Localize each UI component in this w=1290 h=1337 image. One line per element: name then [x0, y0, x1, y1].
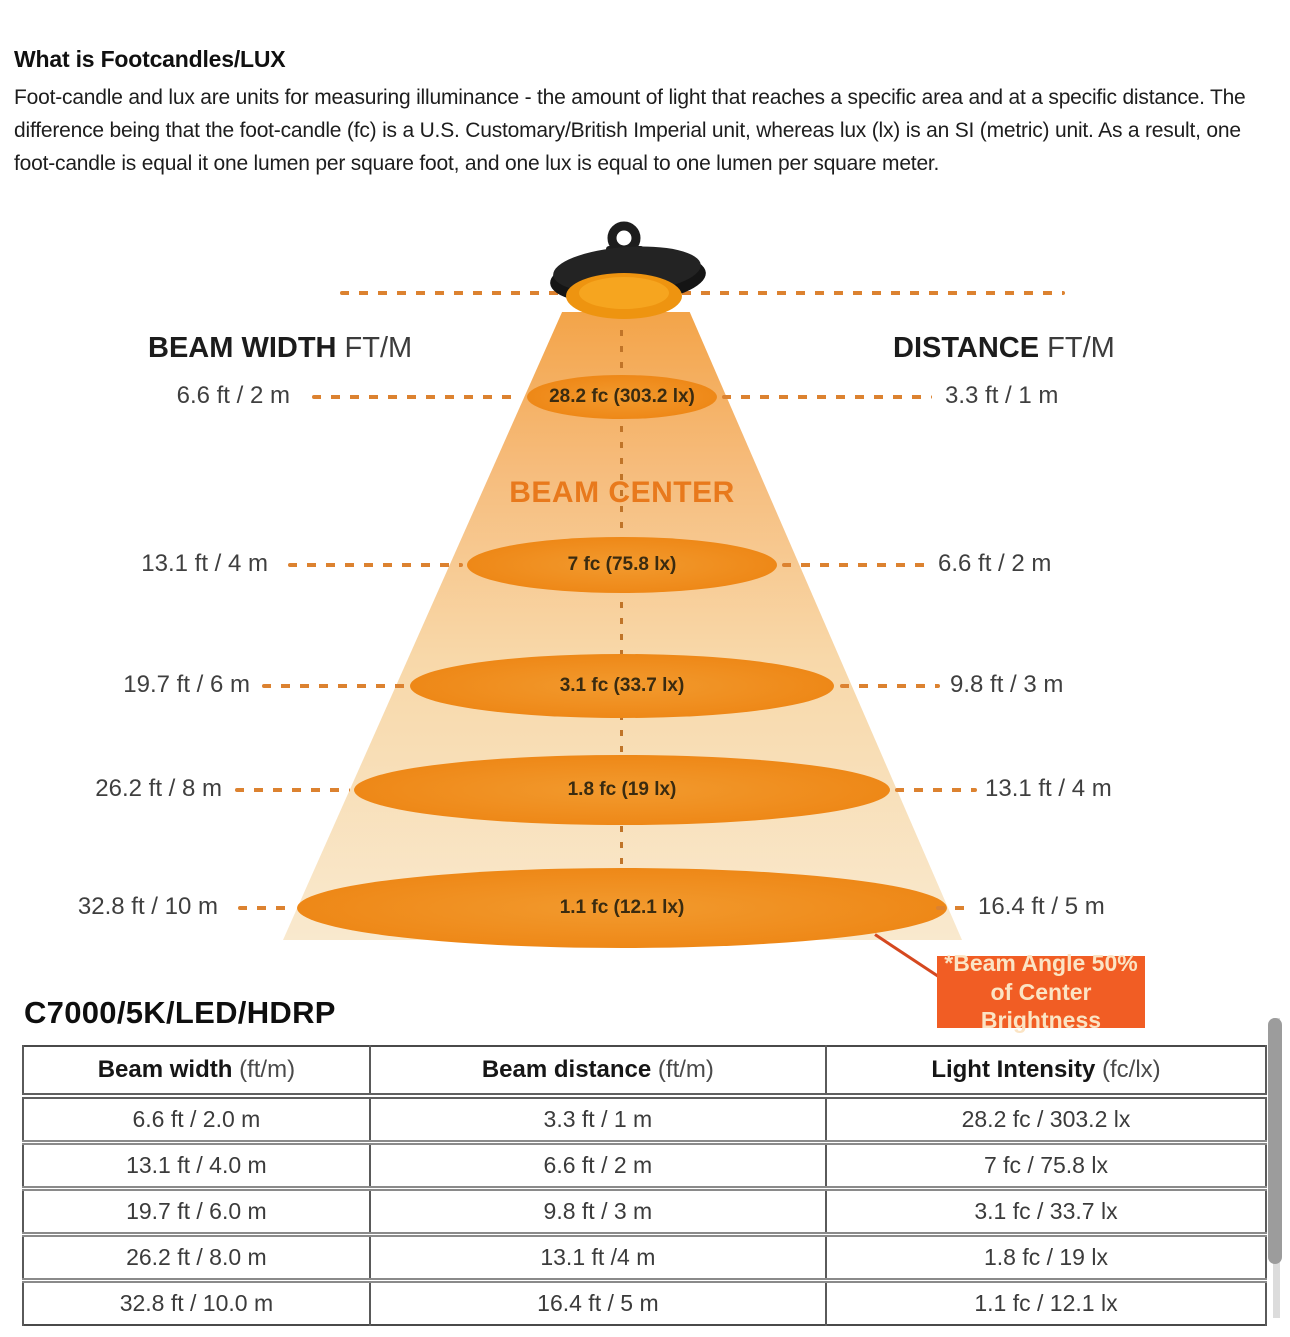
- col-header-light-intensity: Light Intensity (fc/lx): [824, 1046, 1268, 1099]
- beam-width-header: BEAM WIDTH FT/M: [148, 332, 413, 364]
- dashed-line: [782, 563, 928, 567]
- beam-width-label: 13.1 ft / 4 m: [141, 550, 268, 577]
- intensity-label: 1.1 fc (12.1 lx): [559, 897, 685, 918]
- beam-center-label: BEAM CENTER: [509, 476, 735, 509]
- col-header-beam-width: Beam width (ft/m): [22, 1046, 371, 1099]
- table-row: 13.1 ft / 4.0 m 6.6 ft / 2 m 7 fc / 75.8…: [22, 1142, 1268, 1191]
- intensity-label: 3.1 fc (33.7 lx): [559, 675, 685, 696]
- table-row: 32.8 ft / 10.0 m 16.4 ft / 5 m 1.1 fc / …: [22, 1280, 1268, 1325]
- distance-label: 6.6 ft / 2 m: [938, 550, 1052, 577]
- intensity-label: 28.2 fc (303.2 lx): [549, 386, 695, 407]
- dashed-line: [235, 788, 350, 792]
- dashed-line: [936, 906, 970, 910]
- intro-heading: What is Footcandles/LUX: [14, 46, 286, 72]
- beam-spot-ellipse: 28.2 fc (303.2 lx): [527, 375, 717, 419]
- distance-label: 13.1 ft / 4 m: [985, 775, 1112, 802]
- distance-header: DISTANCE FT/M: [893, 332, 1115, 364]
- scrollbar-thumb[interactable]: [1268, 1018, 1282, 1264]
- dashed-line: [312, 395, 520, 399]
- product-model-title: C7000/5K/LED/HDRP: [24, 995, 336, 1030]
- table-header-row: Beam width (ft/m) Beam distance (ft/m) L…: [22, 1046, 1268, 1099]
- dashed-line: [238, 906, 294, 910]
- beam-spot-ellipse: 7 fc (75.8 lx): [467, 537, 777, 593]
- table-row: 6.6 ft / 2.0 m 3.3 ft / 1 m 28.2 fc / 30…: [22, 1096, 1268, 1145]
- distance-label: 16.4 ft / 5 m: [978, 893, 1105, 920]
- intensity-label: 7 fc (75.8 lx): [567, 554, 677, 575]
- dashed-line: [262, 684, 406, 688]
- distance-label: 9.8 ft / 3 m: [950, 671, 1064, 698]
- dashed-line: [840, 684, 940, 688]
- intensity-label: 1.8 fc (19 lx): [567, 779, 677, 800]
- beam-angle-callout: *Beam Angle 50% of Center Brightness: [937, 950, 1145, 1033]
- beam-axis-dashed-line: [620, 330, 623, 938]
- intro-body: Foot-candle and lux are units for measur…: [14, 86, 1246, 176]
- beam-spot-ellipse: 3.1 fc (33.7 lx): [410, 654, 834, 718]
- beam-width-label: 32.8 ft / 10 m: [77, 893, 218, 920]
- dashed-line: [288, 563, 463, 567]
- highbay-light-fixture-icon: [550, 221, 706, 319]
- table-row: 26.2 ft / 8.0 m 13.1 ft /4 m 1.8 fc / 19…: [22, 1234, 1268, 1283]
- distance-label: 3.3 ft / 1 m: [945, 382, 1059, 409]
- beam-width-label: 6.6 ft / 2 m: [176, 382, 290, 409]
- beam-width-label: 26.2 ft / 8 m: [95, 775, 222, 802]
- dashed-line: [895, 788, 977, 792]
- dashed-line: [722, 395, 932, 399]
- beam-spot-ellipse: 1.8 fc (19 lx): [354, 755, 890, 825]
- table-row: 19.7 ft / 6.0 m 9.8 ft / 3 m 3.1 fc / 33…: [22, 1188, 1268, 1237]
- col-header-beam-distance: Beam distance (ft/m): [368, 1046, 827, 1099]
- fixture-level-dashed-line: [340, 291, 1065, 295]
- photometrics-table: Beam width (ft/m) Beam distance (ft/m) L…: [22, 1045, 1268, 1326]
- beam-spot-ellipse: 1.1 fc (12.1 lx): [297, 868, 947, 948]
- beam-width-label: 19.7 ft / 6 m: [123, 671, 250, 698]
- intro-section: What is Footcandles/LUX Foot-candle and …: [14, 46, 1278, 181]
